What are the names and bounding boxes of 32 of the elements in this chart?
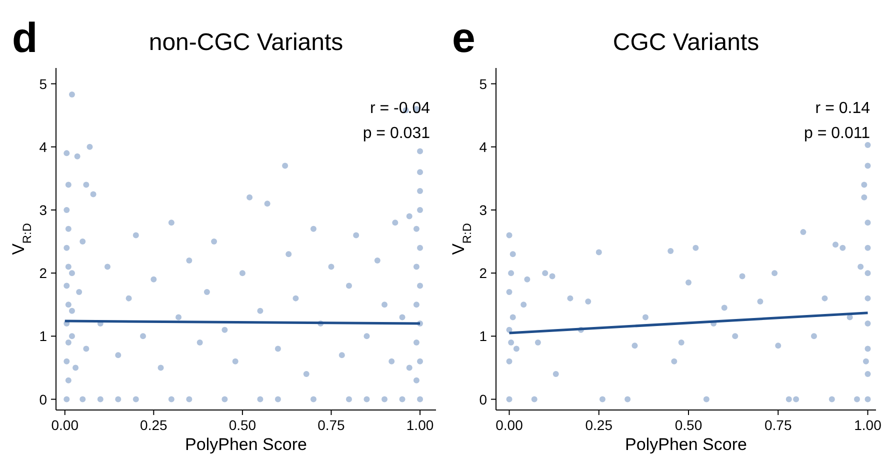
x-tick-label: 1.00 [406,417,434,433]
x-tick-label: 0.25 [140,417,168,433]
x-tick-label: 0.50 [674,417,702,433]
y-tick-label: 5 [479,76,488,92]
y-tick-label: 0 [479,391,488,408]
x-tick-label: 0.00 [51,417,79,433]
y-tick-label: 1 [39,328,48,344]
x-tick-label: 0.75 [764,417,792,433]
y-tick-label: 2 [39,265,48,282]
y-tick-label: 2 [479,265,488,282]
x-tick-label: 0.75 [318,417,346,433]
text: e [452,14,476,61]
text: d [12,14,38,61]
y-tick-label: 0 [39,391,48,408]
y-tick-label: 5 [39,76,48,92]
x-tick-label: 0.00 [496,417,524,433]
chart-title: non-CGC Variants [148,29,344,56]
x-tick-label: 0.25 [585,417,613,433]
x-tick-label: 0.50 [228,417,256,433]
y-tick-label: 1 [479,328,488,344]
annotation: r = -0.04 [370,100,430,117]
annotation: p = 0.031 [362,125,430,142]
annotation: r = 0.14 [815,100,870,117]
annotation: p = 0.011 [804,125,870,142]
y-tick-label: 3 [479,202,488,218]
chart-title: CGC Variants [612,29,760,56]
x-axis-title: PolyPhen Score [625,435,747,454]
y-tick-label: 4 [479,138,488,155]
x-axis-title: PolyPhen Score [185,435,307,454]
x-tick-label: 1.00 [854,417,882,433]
y-tick-label: 4 [39,138,48,155]
y-tick-label: 3 [39,202,48,218]
